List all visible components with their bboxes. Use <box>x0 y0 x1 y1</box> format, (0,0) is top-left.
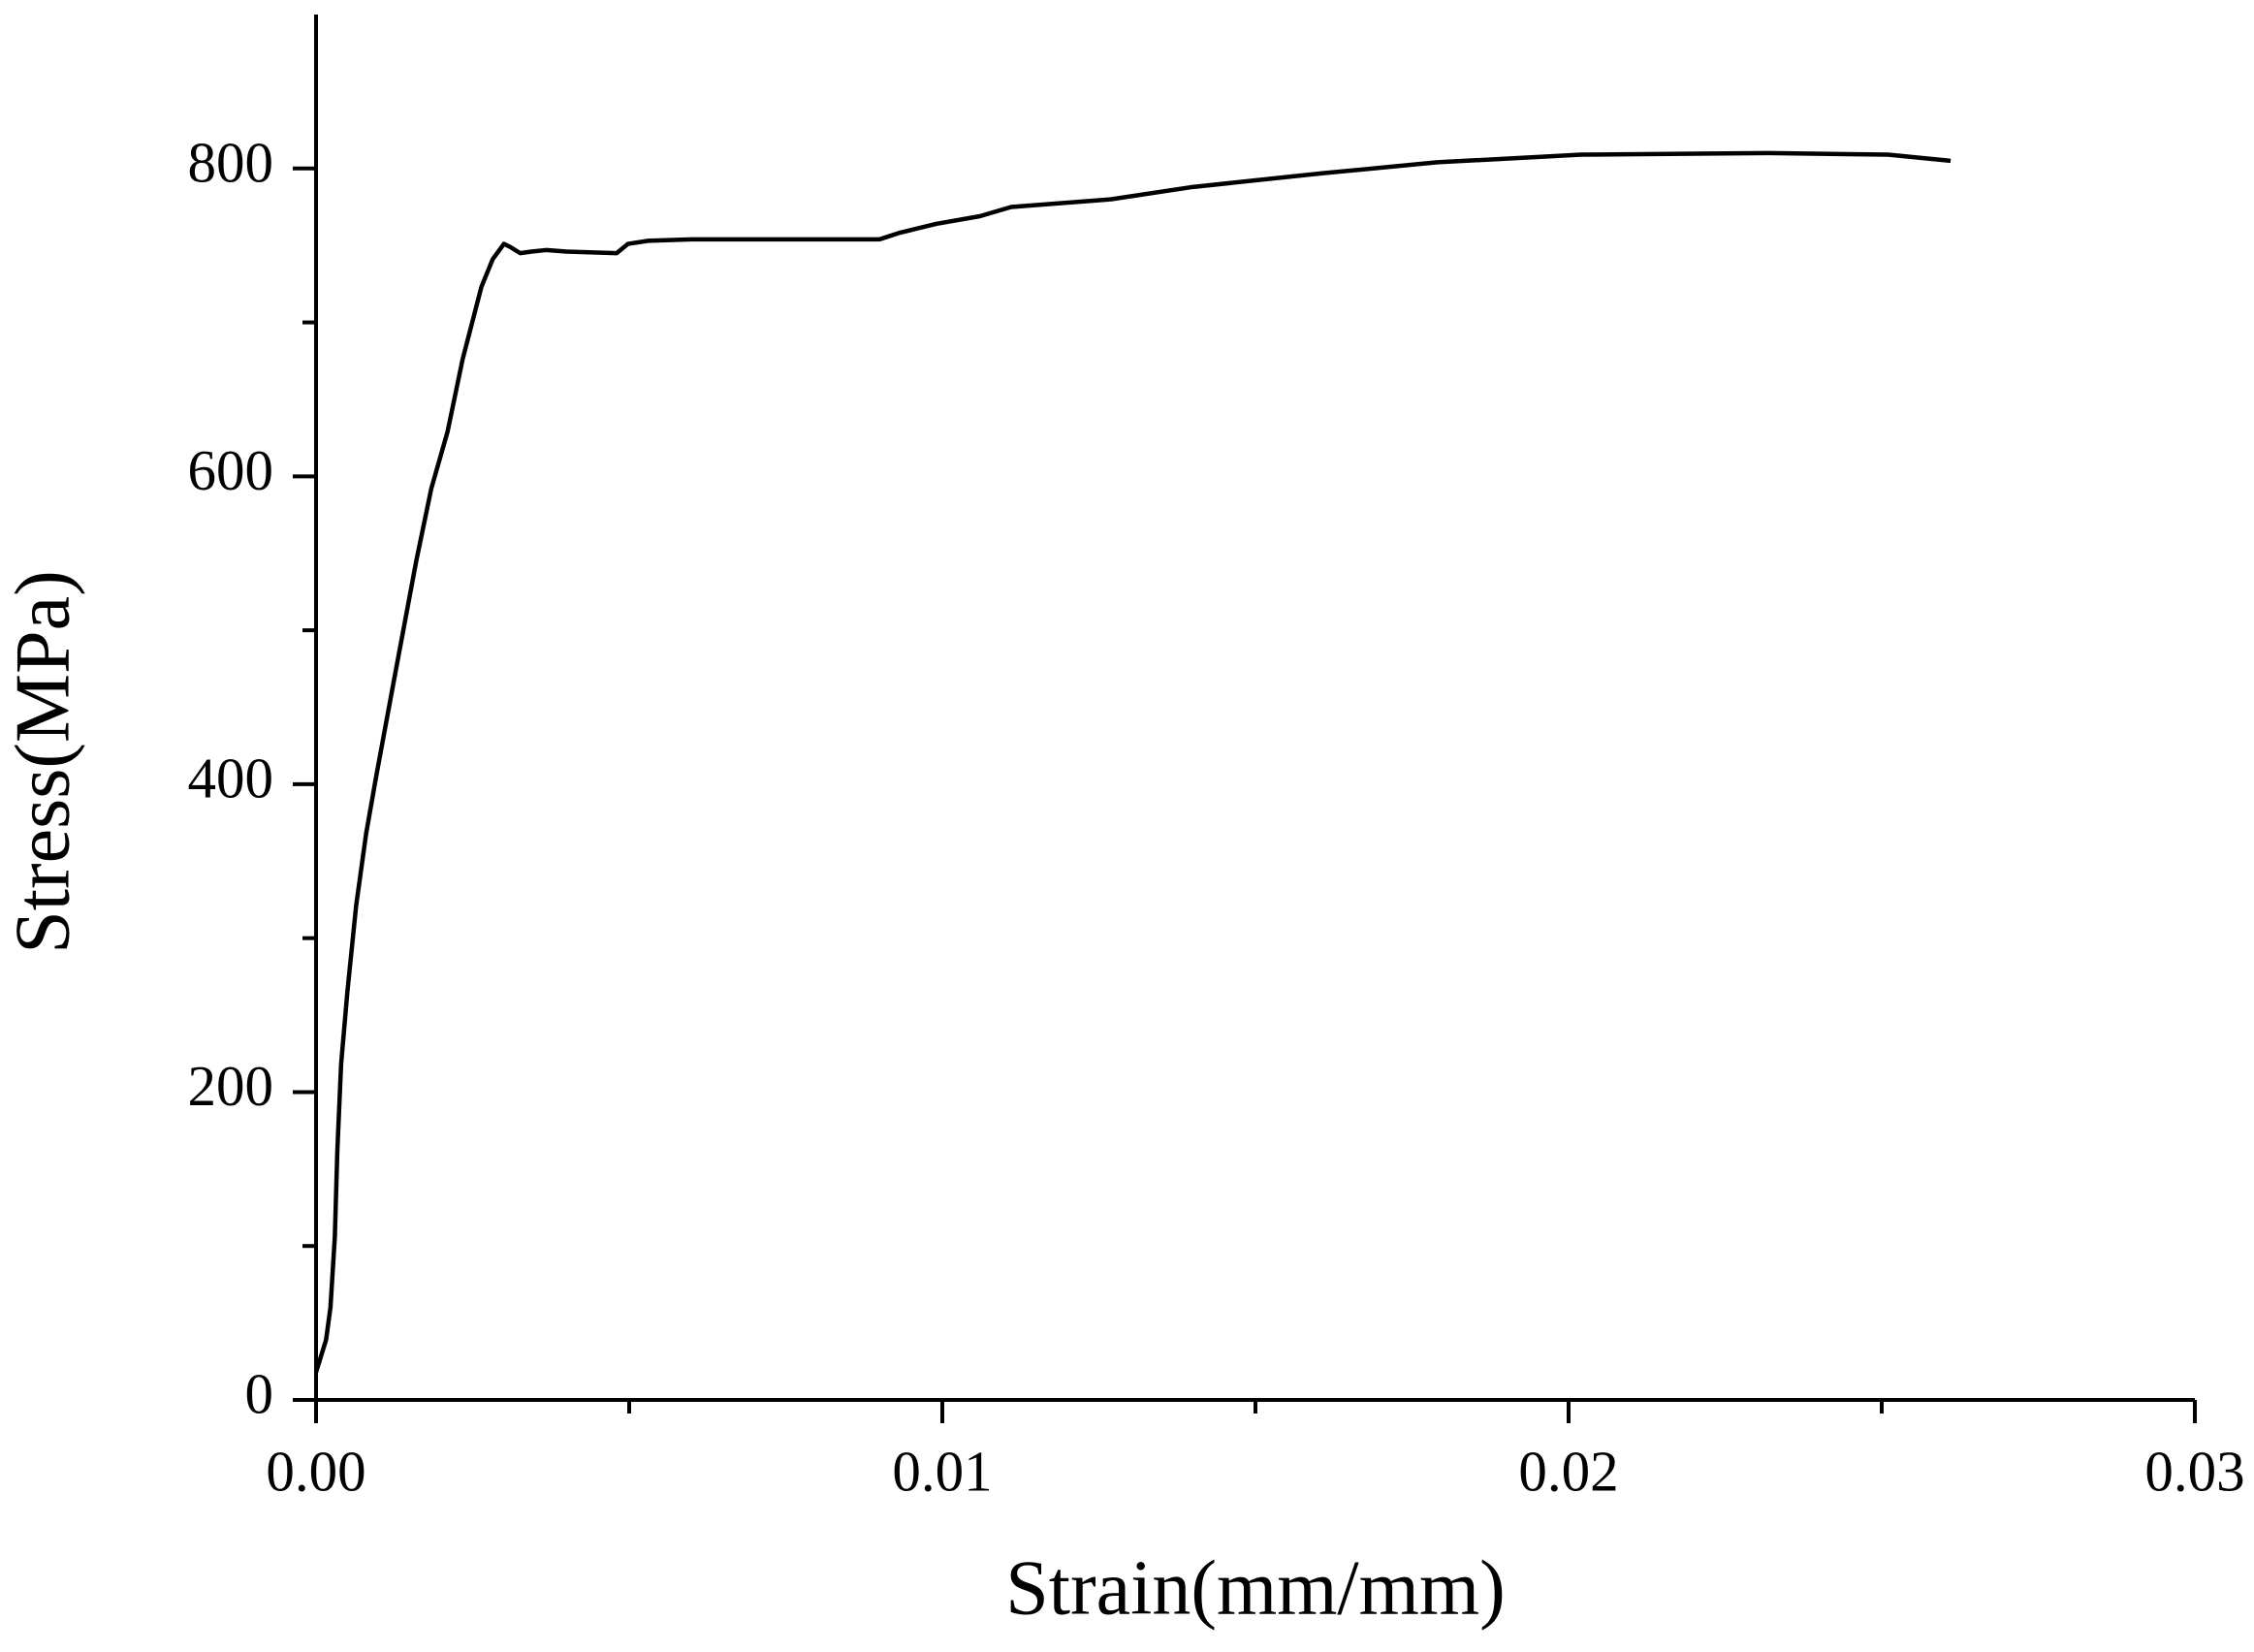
y-tick-label: 400 <box>188 746 274 810</box>
x-axis-title: Strain(mm/mm) <box>1005 1545 1506 1631</box>
x-tick-label: 0.01 <box>892 1440 992 1504</box>
x-tick-label: 0.02 <box>1518 1440 1618 1504</box>
y-tick-label: 200 <box>188 1054 274 1118</box>
data-line <box>313 150 1952 1374</box>
x-tick-label: 0.03 <box>2144 1440 2244 1504</box>
y-tick-label: 0 <box>245 1362 274 1426</box>
x-tick-label: 0.00 <box>266 1440 365 1504</box>
y-axis-title: Stress(MPa) <box>0 570 85 954</box>
y-tick-label: 800 <box>188 130 274 194</box>
y-tick-label: 600 <box>188 438 274 502</box>
